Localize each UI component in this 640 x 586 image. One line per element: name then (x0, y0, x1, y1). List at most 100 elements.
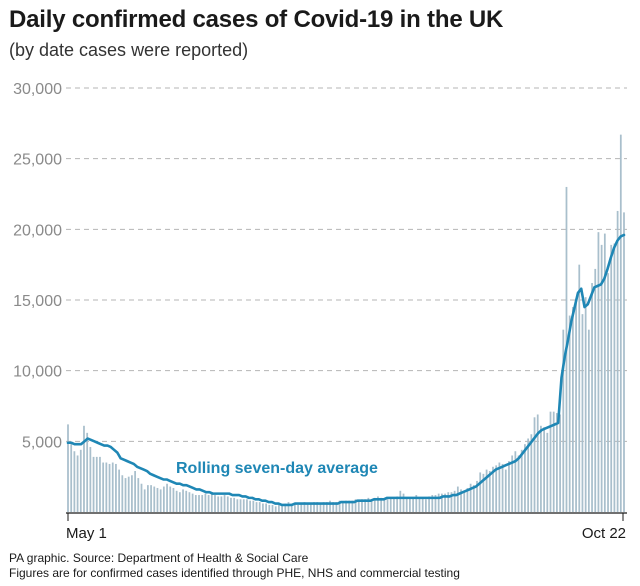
bar (412, 497, 414, 512)
bar (79, 449, 82, 512)
bar (498, 462, 501, 512)
bar (469, 483, 472, 512)
bar (348, 500, 351, 512)
bar (504, 469, 507, 512)
bar (571, 307, 574, 512)
bar (415, 495, 418, 512)
bar (399, 490, 402, 512)
bar (546, 432, 549, 512)
bar (527, 438, 530, 512)
bar (482, 473, 485, 512)
bar (67, 424, 69, 512)
bar (194, 495, 197, 512)
bar (338, 500, 341, 512)
bar (603, 233, 606, 512)
bar (332, 502, 335, 512)
bar (143, 489, 146, 512)
y-tick-label: 10,000 (13, 364, 62, 381)
bar (127, 476, 130, 512)
bar (156, 487, 159, 512)
bar (530, 434, 533, 512)
bar (217, 496, 220, 512)
bar (271, 504, 274, 512)
bar (86, 432, 89, 512)
bar (147, 485, 149, 512)
bar (533, 417, 536, 512)
bar (367, 497, 370, 512)
bar (511, 455, 514, 512)
bar (185, 490, 188, 512)
bar (121, 475, 124, 512)
bar (377, 496, 379, 512)
bar (99, 456, 101, 512)
bar (357, 500, 360, 512)
bar (591, 283, 593, 512)
bar (488, 471, 491, 512)
bar (517, 455, 520, 512)
bar (172, 487, 175, 512)
bar (600, 244, 603, 512)
bar (587, 329, 590, 512)
chart-title: Daily confirmed cases of Covid-19 in the… (9, 6, 504, 33)
bar (278, 504, 280, 512)
bar (540, 425, 542, 512)
bar (351, 500, 354, 512)
rolling-average-annotation: Rolling seven-day average (176, 460, 378, 477)
bar (236, 499, 239, 512)
bar (118, 469, 121, 512)
bar (169, 486, 172, 512)
bar (281, 504, 283, 512)
bar (124, 478, 127, 512)
bar (370, 499, 373, 512)
bar (255, 502, 258, 512)
bar (373, 497, 376, 512)
bar (210, 493, 213, 512)
bar (223, 495, 226, 512)
bar (92, 456, 95, 512)
bar (316, 502, 319, 512)
bar (607, 273, 609, 512)
bar (568, 315, 571, 512)
bar (131, 475, 133, 512)
y-tick-label: 25,000 (13, 152, 62, 169)
bar (242, 499, 245, 512)
bar (450, 492, 453, 512)
bar (313, 502, 315, 512)
bar (290, 503, 293, 512)
bar (345, 500, 347, 512)
bar (613, 243, 616, 512)
bar (83, 425, 85, 512)
bar (191, 493, 194, 512)
bar (418, 497, 421, 512)
bar (258, 502, 261, 512)
bar (393, 497, 395, 512)
bar (549, 411, 552, 512)
bar (479, 472, 482, 512)
gridlines (66, 87, 627, 442)
bar (319, 503, 322, 512)
bar (162, 486, 165, 512)
bar (428, 496, 430, 512)
bar (552, 411, 555, 512)
chart-subtitle: (by date cases were reported) (9, 40, 249, 60)
bar (364, 499, 367, 512)
bar (495, 465, 498, 512)
footer-source: PA graphic. Source: Department of Health… (9, 551, 309, 565)
bar (274, 506, 277, 512)
bar (463, 490, 466, 512)
y-axis-ticks: 5,000 10,000 15,000 20,000 25,000 30,000 (13, 81, 62, 451)
bar (309, 503, 312, 512)
bar (444, 493, 446, 512)
bar (361, 499, 363, 512)
bar (108, 463, 111, 512)
bar (325, 502, 328, 512)
bar (581, 314, 584, 512)
bar (508, 461, 510, 512)
y-tick-label: 5,000 (22, 434, 62, 451)
x-tick-label-end: Oct 22 (582, 525, 626, 542)
bar (220, 496, 223, 512)
bar (466, 487, 469, 512)
bar (214, 495, 216, 512)
bar (159, 489, 162, 512)
bar (233, 497, 236, 512)
